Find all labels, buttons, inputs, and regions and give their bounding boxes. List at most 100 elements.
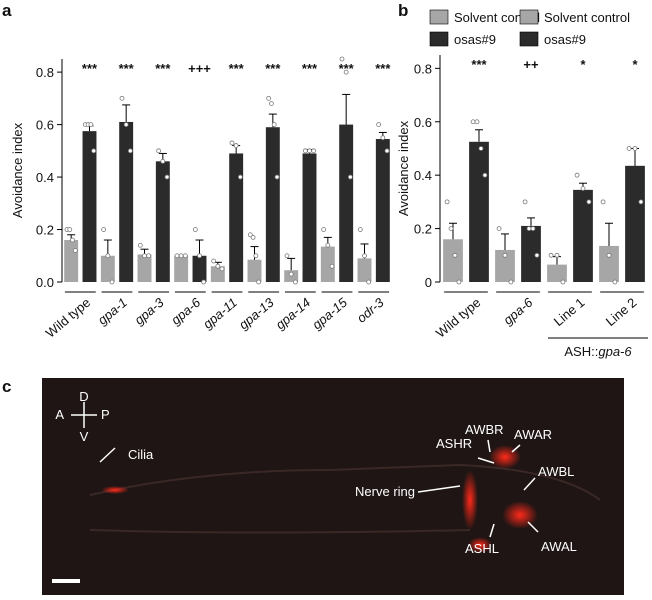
error-bar [287, 257, 296, 271]
bar [495, 249, 515, 282]
bar [320, 246, 335, 282]
bar [599, 245, 619, 282]
error-bar [195, 239, 204, 256]
significance-label: * [632, 57, 638, 72]
data-point [474, 119, 480, 125]
significance-label: *** [471, 57, 487, 72]
bar [82, 131, 97, 282]
panel-label: a [2, 1, 12, 20]
data-point [160, 158, 166, 164]
data-point [256, 279, 262, 285]
significance-label: *** [375, 61, 391, 76]
significance-label: *** [119, 61, 135, 76]
data-point [156, 148, 162, 154]
x-tick-label: gpa-1 [95, 295, 130, 328]
data-point [478, 146, 484, 151]
data-point [192, 227, 198, 232]
data-point [638, 199, 644, 205]
data-point [357, 227, 363, 232]
data-point [612, 279, 618, 285]
compass-label: D [79, 389, 88, 404]
bar [375, 139, 390, 282]
data-point [321, 227, 327, 232]
data-point [164, 174, 170, 180]
data-point [376, 122, 382, 127]
data-point [72, 248, 78, 253]
legend-swatch [519, 9, 539, 25]
data-point [137, 242, 143, 248]
data-point [456, 279, 462, 285]
data-point [632, 146, 638, 151]
data-point [444, 199, 450, 205]
legend-label: Solvent control [454, 10, 540, 25]
data-point [288, 271, 294, 277]
data-point [197, 253, 202, 259]
data-point [530, 226, 536, 231]
legend-swatch [519, 31, 539, 47]
data-point [384, 148, 390, 154]
data-point [548, 252, 554, 258]
data-point [182, 253, 188, 259]
legend-swatch [429, 31, 449, 47]
bar [302, 153, 317, 282]
data-point [123, 122, 129, 127]
data-point [496, 226, 502, 231]
data-point [343, 69, 349, 75]
data-point [452, 252, 458, 258]
data-point [380, 135, 386, 141]
legend-label: osas#9 [454, 32, 496, 47]
data-point [362, 253, 367, 259]
data-point [142, 253, 147, 259]
data-point [70, 237, 75, 243]
data-point [67, 227, 73, 232]
data-point [482, 172, 488, 178]
error-bar [449, 222, 457, 240]
x-tick-label: gpa-11 [200, 295, 240, 332]
bar [443, 239, 463, 282]
y-tick-label: 0.4 [414, 168, 432, 183]
bar [469, 141, 489, 282]
data-point [448, 226, 454, 231]
legend-label: osas#9 [544, 32, 586, 47]
data-point [271, 122, 277, 127]
error-bar [85, 125, 94, 132]
data-point [311, 148, 317, 154]
error-bar [250, 246, 259, 260]
significance-label: *** [155, 61, 171, 76]
y-axis-label: Avoidance index [396, 120, 411, 216]
x-tick-label: Wild type [43, 295, 94, 341]
neuron-label: AWBL [538, 464, 574, 479]
data-point [526, 226, 532, 231]
panel-label: b [398, 1, 408, 20]
data-point [105, 253, 111, 259]
neuron-label: Cilia [128, 447, 154, 462]
data-point [266, 95, 272, 101]
data-point [606, 252, 612, 258]
bar [573, 189, 593, 282]
x-tick-label: Line 1 [551, 295, 588, 329]
bar [247, 259, 262, 282]
y-tick-label: 0.6 [414, 115, 432, 130]
compass-label: A [55, 407, 64, 422]
significance-label: *** [229, 61, 245, 76]
bar [521, 225, 541, 282]
error-bar [527, 217, 535, 226]
data-point [560, 279, 566, 285]
significance-label: * [580, 57, 586, 72]
data-point [109, 279, 115, 285]
data-point [229, 140, 235, 146]
significance-label: +++ [188, 61, 211, 76]
data-point [284, 253, 290, 259]
bar [339, 124, 354, 283]
error-bar [553, 256, 561, 265]
y-tick-label: 0 [425, 275, 432, 290]
y-tick-label: 0.2 [414, 222, 432, 237]
bar [174, 255, 189, 282]
neuron-label: Nerve ring [355, 484, 415, 499]
data-point [522, 199, 528, 205]
significance-label: *** [265, 61, 281, 76]
x-tick-label: gpa-13 [236, 294, 277, 332]
data-point [574, 172, 580, 178]
data-point [580, 186, 586, 191]
